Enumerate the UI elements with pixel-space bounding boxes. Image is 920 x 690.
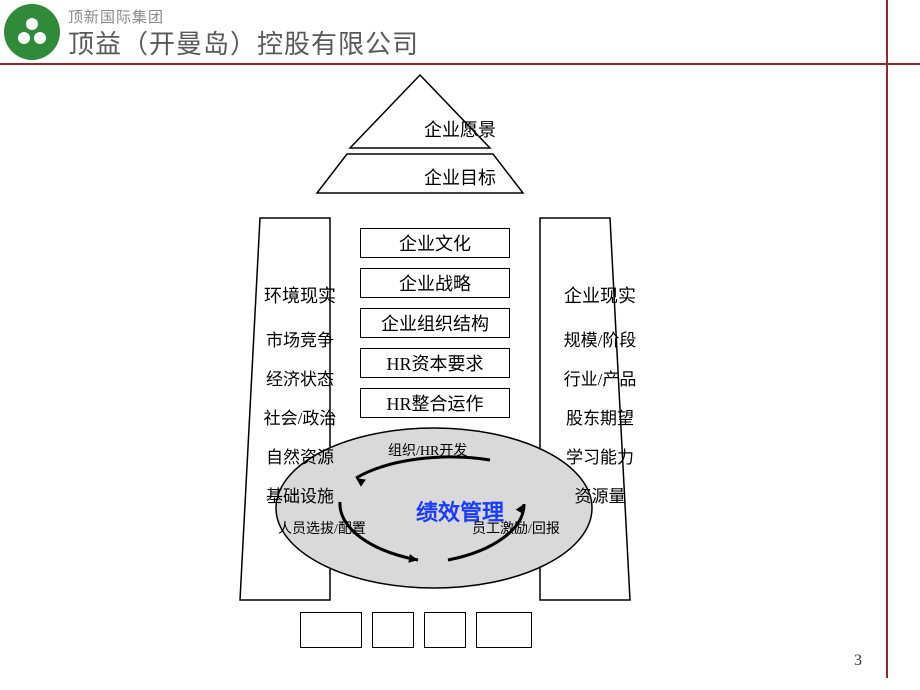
cycle-label-left: 人员选拔/配置 bbox=[278, 518, 366, 538]
bottom-box-3 bbox=[476, 612, 532, 648]
pillar-right-item-1: 行业/产品 bbox=[540, 365, 660, 390]
pillar-left-title: 环境现实 bbox=[240, 282, 360, 308]
pillar-left-item-1: 经济状态 bbox=[240, 365, 360, 390]
pyramid-mid-label: 企业目标 bbox=[400, 164, 520, 190]
pillar-left-item-0: 市场竞争 bbox=[240, 326, 360, 351]
stack-box-3: HR资本要求 bbox=[360, 348, 510, 378]
pillar-right-item-2: 股东期望 bbox=[540, 404, 660, 429]
pyramid-top-label: 企业愿景 bbox=[400, 116, 520, 142]
bottom-box-1 bbox=[372, 612, 414, 648]
pillar-left-item-4: 基础设施 bbox=[240, 482, 360, 507]
stack-box-4: HR整合运作 bbox=[360, 388, 510, 418]
pillar-left-item-2: 社会/政治 bbox=[240, 404, 360, 429]
pillar-left-col: 环境现实市场竞争经济状态社会/政治自然资源基础设施 bbox=[240, 282, 360, 521]
bottom-box-0 bbox=[300, 612, 362, 648]
pillar-right-item-3: 学习能力 bbox=[540, 443, 660, 468]
stack-box-1: 企业战略 bbox=[360, 268, 510, 298]
cycle-label-right: 员工激励/回报 bbox=[472, 518, 560, 538]
stack-box-2: 企业组织结构 bbox=[360, 308, 510, 338]
pillar-left-item-3: 自然资源 bbox=[240, 443, 360, 468]
pillar-right-item-4: 资源量 bbox=[540, 482, 660, 507]
pillar-right-title: 企业现实 bbox=[540, 282, 660, 308]
cycle-label-top: 组织/HR开发 bbox=[388, 440, 467, 460]
bottom-box-2 bbox=[424, 612, 466, 648]
stack-box-0: 企业文化 bbox=[360, 228, 510, 258]
diagram-canvas bbox=[0, 0, 920, 690]
pillar-right-col: 企业现实规模/阶段行业/产品股东期望学习能力资源量 bbox=[540, 282, 660, 521]
pillar-right-item-0: 规模/阶段 bbox=[540, 326, 660, 351]
